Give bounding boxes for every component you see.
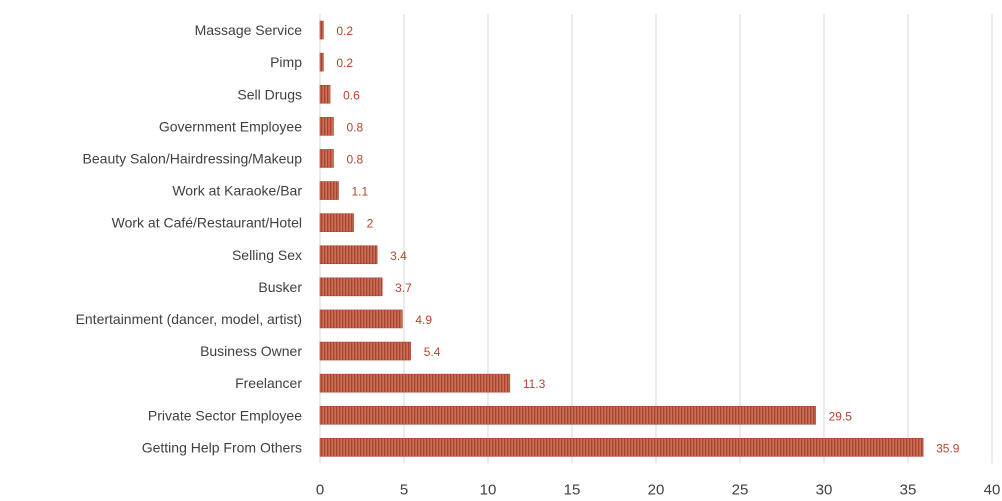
value-labels: 0.2 0.2 0.6 0.8 0.8 1.1 2 3.4 3.7 4.9 5.4 11.3 29.5 3… <box>336 24 959 455</box>
x-tick-label: 20 <box>648 481 665 498</box>
value-label: 0.2 <box>336 24 353 38</box>
bar <box>319 277 383 297</box>
bar <box>319 181 339 200</box>
value-label: 4.9 <box>415 313 432 327</box>
value-label: 0.8 <box>346 152 363 166</box>
value-label: 3.4 <box>390 249 407 263</box>
category-label: Massage Service <box>195 22 303 38</box>
category-label: Selling Sex <box>232 247 302 263</box>
value-label: 35.9 <box>936 441 960 455</box>
category-label: Work at Café/Restaurant/Hotel <box>112 215 302 231</box>
value-label: 0.6 <box>343 88 360 102</box>
x-tick-label: 5 <box>400 481 408 498</box>
bar <box>319 373 511 393</box>
category-label: Sell Drugs <box>237 86 302 102</box>
x-tick-label: 0 <box>316 481 324 498</box>
category-label: Work at Karaoke/Bar <box>172 183 302 199</box>
category-label: Beauty Salon/Hairdressing/Makeup <box>83 150 303 166</box>
bar <box>319 84 331 104</box>
bar <box>319 213 354 232</box>
bar <box>319 438 924 457</box>
bar <box>319 405 816 425</box>
x-tick-label: 35 <box>900 481 917 498</box>
bar <box>319 341 412 361</box>
x-tick-label: 10 <box>480 481 497 498</box>
x-axis-tick-labels: 0 5 10 15 20 25 30 35 40 <box>316 481 1001 498</box>
x-tick-label: 30 <box>816 481 833 498</box>
category-label: Business Owner <box>200 343 302 359</box>
value-label: 5.4 <box>424 345 441 359</box>
bar <box>319 117 334 136</box>
value-label: 29.5 <box>829 409 853 423</box>
category-label: Getting Help From Others <box>142 439 302 455</box>
category-label: Busker <box>258 279 302 295</box>
value-label: 11.3 <box>523 377 546 391</box>
x-tick-label: 40 <box>984 481 1001 498</box>
category-label: Government Employee <box>159 118 302 134</box>
category-label: Entertainment (dancer, model, artist) <box>76 311 302 327</box>
bar <box>319 309 403 329</box>
value-label: 1.1 <box>351 185 368 199</box>
bar <box>319 245 378 265</box>
bar <box>319 52 324 72</box>
value-label: 3.7 <box>395 281 412 295</box>
gridlines <box>319 14 993 464</box>
value-label: 0.8 <box>346 120 363 134</box>
category-labels: Massage Service Pimp Sell Drugs Government … <box>76 22 303 455</box>
category-label: Freelancer <box>235 375 302 391</box>
value-label: 2 <box>367 217 374 231</box>
category-label: Private Sector Employee <box>148 407 302 423</box>
category-label: Pimp <box>270 54 302 70</box>
x-tick-label: 25 <box>732 481 749 498</box>
value-label: 0.2 <box>336 56 353 70</box>
bars <box>319 20 924 457</box>
bar <box>319 20 324 40</box>
bar <box>319 149 334 168</box>
x-tick-label: 15 <box>564 481 581 498</box>
